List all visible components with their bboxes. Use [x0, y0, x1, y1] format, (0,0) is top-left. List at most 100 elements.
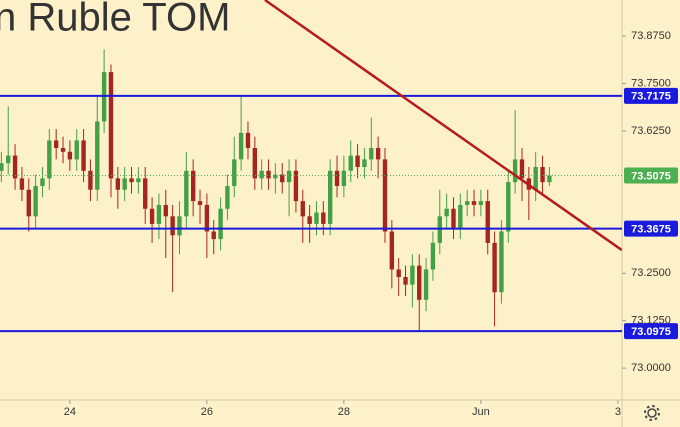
x-tick-label: 24 [64, 406, 76, 418]
candle-body [238, 132, 244, 160]
candle-body [293, 170, 299, 202]
candle-body [108, 72, 114, 179]
candle-body [389, 231, 395, 270]
plot-area [0, 0, 622, 333]
x-tick-label: 28 [338, 406, 350, 418]
candle-body [74, 140, 79, 160]
candle-body [0, 163, 4, 171]
candle-body [471, 201, 477, 205]
candle-body [252, 148, 258, 179]
level-label-box [624, 220, 678, 237]
candle-body [547, 175, 552, 183]
candle-body [492, 242, 497, 293]
level-label-box [624, 87, 678, 104]
candle-body [26, 189, 31, 217]
candle-body [458, 204, 463, 228]
watermark: n Ruble TOM [0, 0, 230, 40]
y-tick-label: 73.6250 [631, 125, 671, 137]
last-price-box [624, 167, 678, 184]
candle-body [300, 201, 305, 217]
candle-body [88, 170, 93, 190]
candle-body [403, 277, 408, 285]
candle-body [81, 140, 86, 171]
candle-body [286, 170, 292, 183]
candle-body [334, 170, 340, 186]
candle-body [430, 242, 436, 270]
candle-body [197, 201, 203, 205]
level-label: 73.3675 [631, 224, 671, 236]
last-price-label: 73.5075 [631, 170, 671, 182]
candle-body [280, 174, 285, 183]
candle-body [95, 121, 100, 190]
candle-body [444, 208, 449, 217]
candle-body [129, 178, 134, 183]
candle-body [33, 185, 38, 217]
candle-body [451, 208, 456, 228]
candle-body [464, 201, 470, 205]
candle-body [382, 159, 388, 232]
candle-body [170, 216, 175, 236]
candle-body [149, 208, 155, 224]
candle-body [47, 140, 52, 179]
level-label: 73.7175 [631, 91, 671, 103]
candle-body [136, 178, 141, 183]
candle-body [533, 166, 538, 190]
candle-body [506, 182, 511, 232]
candle-body [190, 170, 196, 202]
candle-body [355, 155, 360, 167]
candle-body [53, 140, 59, 149]
candle-body [60, 148, 66, 152]
candle-body [307, 216, 312, 224]
y-tick-label: 73.0000 [631, 362, 671, 374]
level-label-box [624, 323, 678, 340]
candle-body [266, 170, 271, 179]
candle-body [225, 185, 230, 209]
candle-body [143, 178, 148, 209]
candle-body [232, 159, 237, 186]
candle-body [67, 151, 73, 160]
candle-body [417, 265, 422, 300]
candle-body [245, 132, 251, 149]
candle-body [423, 269, 429, 300]
candle-body [375, 148, 381, 160]
level-label: 73.0975 [631, 326, 671, 338]
candle-body [218, 208, 223, 240]
candle-body [211, 231, 216, 240]
candle-body [156, 204, 162, 224]
candle-body [478, 201, 484, 205]
candle-body [327, 170, 333, 224]
candle-body [362, 159, 367, 167]
candle-body [6, 155, 11, 164]
candle-body [273, 174, 278, 179]
x-tick-label: 26 [201, 406, 213, 418]
candle-body [499, 231, 504, 293]
y-tick-label: 73.8750 [631, 30, 671, 42]
candle-body [177, 216, 182, 236]
y-tick-label: 73.7500 [631, 77, 671, 89]
candle-body [348, 155, 353, 171]
candle-body [369, 148, 374, 160]
candle-body [519, 159, 525, 179]
candle-body [40, 178, 45, 186]
y-tick-label: 73.2500 [631, 267, 671, 279]
candle-body [122, 178, 127, 190]
candle-body [19, 178, 25, 190]
candle-body [410, 265, 415, 285]
settings-icon[interactable] [644, 405, 660, 421]
candle-body [512, 159, 518, 183]
candle-body [115, 178, 121, 190]
candle-body [259, 170, 264, 179]
x-tick-label: Jun [472, 406, 490, 418]
candle-body [314, 212, 319, 224]
candle-body [163, 204, 168, 217]
x-tick-label: 3 [615, 406, 621, 418]
candle-body [321, 212, 326, 224]
trend-line [264, 0, 622, 252]
candle-body [204, 204, 210, 232]
candle-body [341, 170, 347, 186]
candle-body [12, 155, 18, 179]
candle-body [184, 170, 189, 217]
candle-body [540, 166, 545, 183]
